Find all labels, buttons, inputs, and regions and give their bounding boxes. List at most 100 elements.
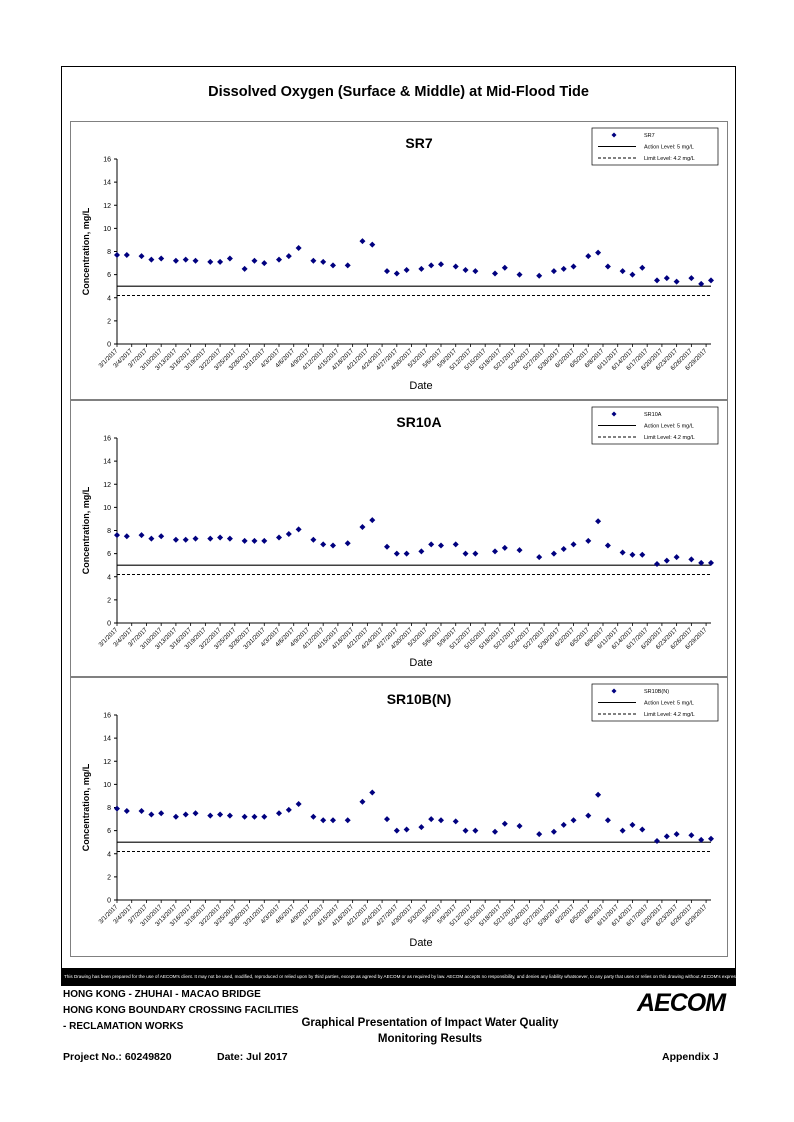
data-point <box>604 263 611 270</box>
data-point <box>629 271 636 278</box>
data-point <box>261 260 268 267</box>
data-point <box>560 546 567 552</box>
legend-marker <box>611 411 617 417</box>
main-title: Dissolved Oxygen (Surface & Middle) at M… <box>208 84 589 100</box>
data-point <box>654 277 660 284</box>
chart-title: SR10B(N) <box>387 691 452 707</box>
data-point <box>192 810 199 817</box>
data-point <box>148 811 155 818</box>
data-point <box>418 548 425 555</box>
data-point <box>501 544 508 551</box>
data-point <box>158 533 165 540</box>
drawing-title-line1: Graphical Presentation of Impact Water Q… <box>301 1017 559 1029</box>
data-point <box>654 838 660 845</box>
y-tick-label: 14 <box>103 736 111 743</box>
data-point <box>516 547 523 554</box>
data-point <box>688 556 695 563</box>
data-point <box>708 559 714 566</box>
data-point <box>663 275 670 282</box>
data-point <box>158 255 165 262</box>
data-point <box>261 813 268 820</box>
data-point <box>428 541 435 548</box>
data-point <box>114 251 120 258</box>
legend-entry: Limit Level: 4.2 mg/L <box>644 435 695 441</box>
y-tick-label: 6 <box>107 272 111 279</box>
data-point <box>462 827 469 834</box>
legend-entry: SR10B(N) <box>644 689 669 695</box>
data-point <box>344 540 351 547</box>
y-tick-label: 10 <box>103 782 111 789</box>
legend-entry: Limit Level: 4.2 mg/L <box>644 156 695 162</box>
chart-panel-sr7: SR7 0 2 4 6 8 10 12 14 16 3/1/2017 3/4/2017 3/7/2017… <box>70 121 728 400</box>
y-axis-label: Concentration, mg/L <box>81 207 91 295</box>
y-tick-label: 0 <box>107 621 111 628</box>
data-point <box>654 561 660 568</box>
data-point <box>251 537 258 544</box>
data-point <box>418 265 425 272</box>
data-point <box>330 262 336 269</box>
data-point <box>698 280 705 287</box>
data-point <box>428 816 435 823</box>
data-point <box>595 791 602 798</box>
data-point <box>492 270 498 277</box>
y-tick-label: 8 <box>107 249 111 256</box>
data-point <box>359 798 366 805</box>
data-point <box>550 550 557 557</box>
data-point <box>604 542 611 549</box>
y-tick-label: 2 <box>107 874 111 881</box>
data-point <box>285 806 292 813</box>
legend-entry: SR10A <box>644 412 662 418</box>
data-point <box>330 542 336 549</box>
data-point <box>148 256 155 263</box>
data-point <box>585 537 592 544</box>
data-point <box>403 550 410 557</box>
data-point <box>310 813 317 820</box>
data-point <box>172 536 179 543</box>
y-tick-label: 0 <box>107 898 111 905</box>
data-point <box>384 816 390 823</box>
data-point <box>285 530 292 537</box>
y-tick-label: 6 <box>107 551 111 558</box>
data-point <box>217 258 224 265</box>
data-point <box>359 238 366 245</box>
legend-entry: Action Level: 5 mg/L <box>644 145 694 151</box>
data-point <box>295 526 302 533</box>
chart-svg: SR702468101214163/1/20173/4/20173/7/2017… <box>81 127 719 392</box>
data-point <box>217 534 224 541</box>
data-point <box>462 267 469 273</box>
data-point <box>438 817 444 824</box>
legend-marker <box>611 688 617 694</box>
data-point <box>452 263 459 270</box>
data-point <box>320 258 327 265</box>
data-point <box>428 262 435 269</box>
data-point <box>550 268 557 275</box>
data-point <box>403 826 410 833</box>
data-point <box>516 271 523 278</box>
data-point <box>673 278 680 285</box>
data-point <box>295 245 302 252</box>
data-point <box>663 833 670 840</box>
data-point <box>192 535 199 542</box>
data-point <box>438 261 444 268</box>
data-point <box>320 817 327 824</box>
data-point <box>550 828 557 835</box>
data-point <box>688 275 695 282</box>
x-axis-label: Date <box>409 380 432 392</box>
chart-svg: SR10A02468101214163/1/20173/4/20173/7/20… <box>81 406 719 669</box>
data-point <box>251 813 258 820</box>
y-axis-label: Concentration, mg/L <box>81 486 91 574</box>
disclaimer-bar: This Drawing has been prepared for the u… <box>61 968 736 986</box>
appendix-label: Appendix J <box>662 1051 719 1063</box>
data-point <box>217 811 224 818</box>
data-point <box>492 548 498 555</box>
data-point <box>261 537 268 544</box>
data-point <box>595 518 602 525</box>
data-point <box>570 541 577 548</box>
data-point <box>516 823 523 829</box>
data-point <box>369 241 376 248</box>
data-point <box>560 265 567 272</box>
data-point <box>403 267 410 273</box>
data-point <box>310 536 317 543</box>
data-point <box>207 812 214 819</box>
data-point <box>639 826 646 833</box>
